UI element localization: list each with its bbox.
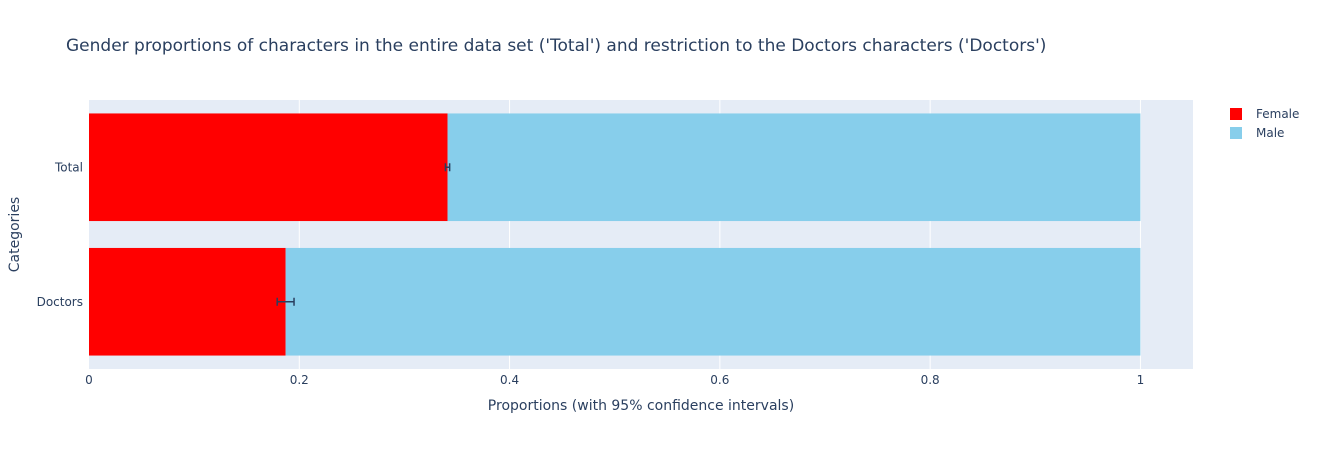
y-tick-label: Doctors bbox=[37, 295, 83, 309]
bar-male-total bbox=[447, 113, 1141, 222]
bar-male-doctors bbox=[285, 247, 1141, 356]
x-tick-label: 0 bbox=[85, 373, 93, 387]
x-axis-ticks: 0 0.2 0.4 0.6 0.8 1 bbox=[85, 373, 1144, 387]
legend-swatch bbox=[1230, 127, 1242, 139]
x-tick-label: 0.4 bbox=[500, 373, 519, 387]
error-bar-female-doctors bbox=[276, 297, 295, 306]
y-axis-ticks: Total Doctors bbox=[37, 160, 83, 309]
legend-label: Female bbox=[1256, 107, 1299, 121]
y-tick-label: Total bbox=[54, 160, 83, 174]
bar-female-total bbox=[89, 113, 448, 222]
x-tick-label: 0.6 bbox=[710, 373, 729, 387]
x-tick-label: 1 bbox=[1137, 373, 1145, 387]
legend-item-female[interactable]: Female bbox=[1230, 107, 1299, 121]
legend-label: Male bbox=[1256, 126, 1284, 140]
error-bars bbox=[276, 163, 451, 306]
legend-swatch bbox=[1230, 108, 1242, 120]
x-tick-label: 0.8 bbox=[921, 373, 940, 387]
bars bbox=[89, 113, 1141, 356]
x-axis-title: Proportions (with 95% confidence interva… bbox=[488, 398, 794, 414]
bar-female-doctors bbox=[89, 247, 286, 356]
legend-item-male[interactable]: Male bbox=[1230, 126, 1284, 140]
y-axis-title: Categories bbox=[7, 197, 23, 272]
chart-title: Gender proportions of characters in the … bbox=[66, 36, 1046, 56]
error-bar-female-total bbox=[444, 163, 451, 172]
legend: Female Male bbox=[1230, 107, 1299, 140]
x-tick-label: 0.2 bbox=[290, 373, 309, 387]
